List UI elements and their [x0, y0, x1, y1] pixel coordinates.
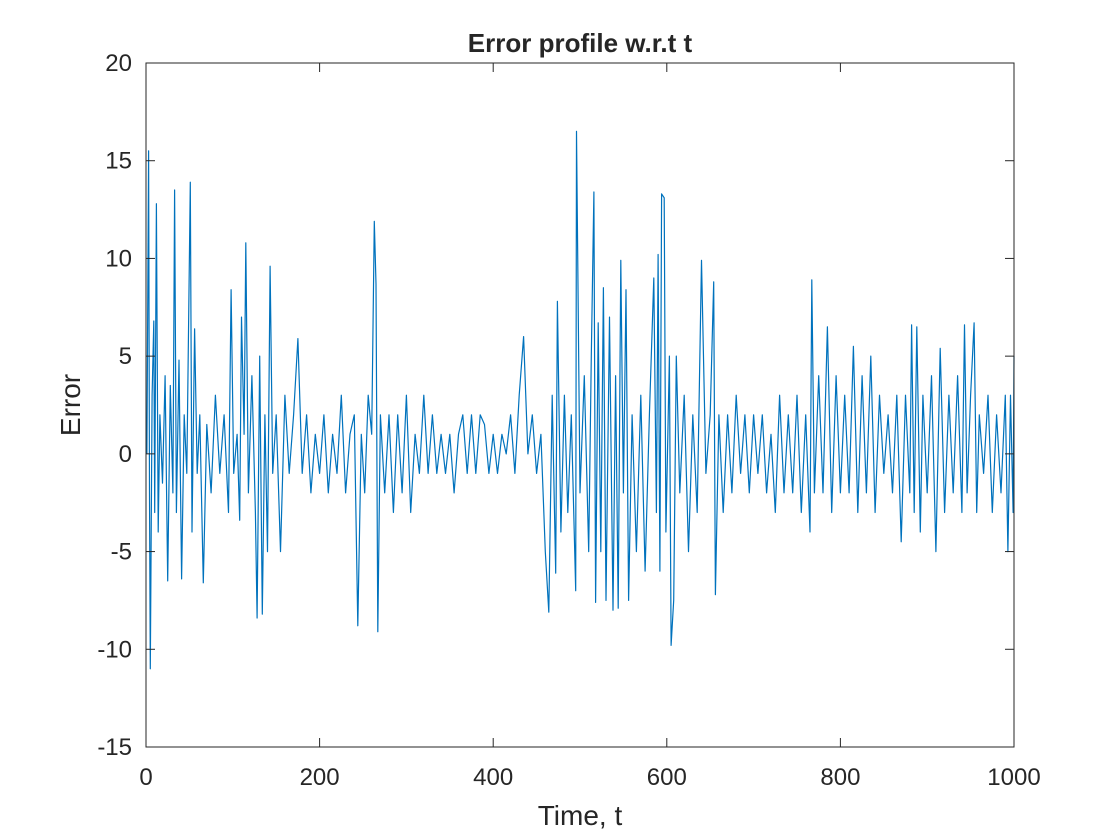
y-axis-ticks: -15 -10 -5 0 5 10 15 20 — [97, 50, 1014, 761]
x-tick-label: 800 — [820, 764, 860, 791]
y-axis-label: Error — [55, 374, 86, 436]
y-tick-label: 0 — [119, 441, 132, 468]
x-tick-label: 200 — [300, 764, 340, 791]
chart-title: Error profile w.r.t t — [468, 28, 693, 58]
y-tick-label: -10 — [97, 636, 132, 663]
y-tick-label: -5 — [111, 539, 132, 566]
x-tick-label: 1000 — [987, 764, 1040, 791]
y-tick-label: 20 — [105, 50, 132, 77]
y-tick-label: 10 — [105, 245, 132, 272]
axes-background — [146, 63, 1014, 747]
x-tick-label: 600 — [647, 764, 687, 791]
x-tick-label: 0 — [139, 764, 152, 791]
x-axis-label: Time, t — [538, 800, 623, 831]
plot-area: 0 200 400 600 800 1000 -15 -10 -5 0 5 10 15 20 — [97, 50, 1040, 791]
y-tick-label: 5 — [119, 343, 132, 370]
y-tick-label: -15 — [97, 734, 132, 761]
x-tick-label: 400 — [473, 764, 513, 791]
y-tick-label: 15 — [105, 148, 132, 175]
x-axis-ticks: 0 200 400 600 800 1000 — [139, 63, 1041, 791]
error-series-line — [146, 130, 1015, 670]
axes-box — [145, 62, 1015, 748]
